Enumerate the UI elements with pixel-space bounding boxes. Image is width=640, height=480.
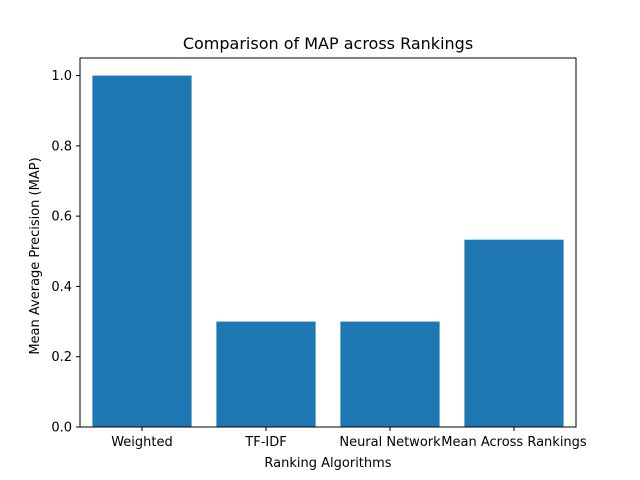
x-axis-title: Ranking Algorithms (264, 456, 391, 471)
x-tick-label-0: Weighted (111, 435, 173, 450)
bar-0 (92, 75, 192, 428)
y-tick-label-2: 0.4 (51, 280, 72, 295)
chart-title: Comparison of MAP across Rankings (183, 34, 473, 53)
y-tick-label-0: 0.0 (51, 421, 72, 436)
axes-frame (79, 57, 577, 428)
plot-area: 0.0 0.2 0.4 0.6 0.8 1.0 Weighted TF-IDF Neural N… (51, 57, 587, 450)
bar-1 (216, 321, 316, 427)
x-tick-label-2: Neural Network (339, 435, 441, 450)
x-tick-label-1: TF-IDF (244, 435, 286, 450)
y-tick-label-4: 0.8 (51, 139, 72, 154)
y-tick-label-1: 0.2 (51, 350, 72, 365)
y-axis-title: Mean Average Precision (MAP) (28, 157, 43, 354)
bar-2 (340, 321, 440, 427)
bar-3 (464, 239, 564, 427)
x-tick-label-3: Mean Across Rankings (441, 435, 587, 450)
y-tick-label-3: 0.6 (51, 210, 72, 225)
y-tick-label-5: 1.0 (51, 69, 72, 84)
